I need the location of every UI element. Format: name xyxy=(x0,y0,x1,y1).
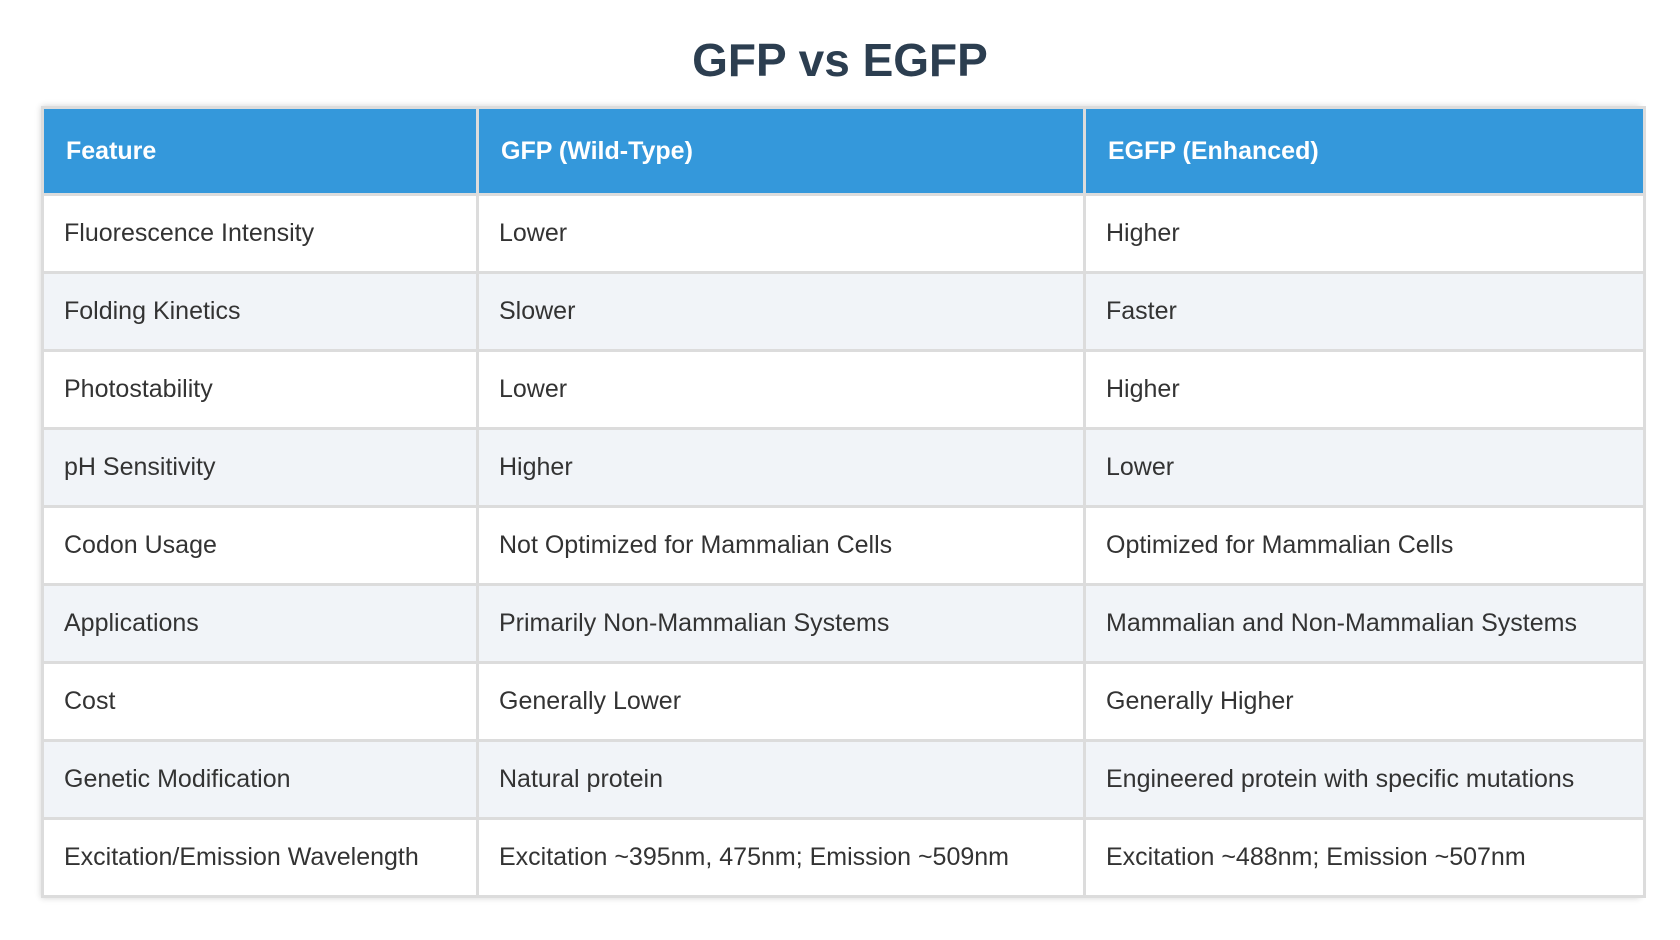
egfp-cell: Engineered protein with specific mutatio… xyxy=(1086,742,1643,817)
gfp-cell: Excitation ~395nm, 475nm; Emission ~509n… xyxy=(479,820,1083,895)
gfp-cell: Lower xyxy=(479,352,1083,427)
table-row: Codon Usage Not Optimized for Mammalian … xyxy=(44,508,1643,583)
table-row: Genetic Modification Natural protein Eng… xyxy=(44,742,1643,817)
table-row: Fluorescence Intensity Lower Higher xyxy=(44,196,1643,271)
feature-cell: Excitation/Emission Wavelength xyxy=(44,820,476,895)
feature-cell: Applications xyxy=(44,586,476,661)
header-cell-egfp: EGFP (Enhanced) xyxy=(1086,109,1643,193)
table-row: Cost Generally Lower Generally Higher xyxy=(44,664,1643,739)
table-row: Photostability Lower Higher xyxy=(44,352,1643,427)
gfp-cell: Not Optimized for Mammalian Cells xyxy=(479,508,1083,583)
table-row: pH Sensitivity Higher Lower xyxy=(44,430,1643,505)
feature-cell: Folding Kinetics xyxy=(44,274,476,349)
gfp-cell: Slower xyxy=(479,274,1083,349)
feature-cell: Fluorescence Intensity xyxy=(44,196,476,271)
gfp-cell: Lower xyxy=(479,196,1083,271)
table-row: Applications Primarily Non-Mammalian Sys… xyxy=(44,586,1643,661)
table-row: Excitation/Emission Wavelength Excitatio… xyxy=(44,820,1643,895)
page-title: GFP vs EGFP xyxy=(692,34,988,86)
feature-cell: Cost xyxy=(44,664,476,739)
egfp-cell: Mammalian and Non-Mammalian Systems xyxy=(1086,586,1643,661)
table-row: Folding Kinetics Slower Faster xyxy=(44,274,1643,349)
comparison-table-container: Feature GFP (Wild-Type) EGFP (Enhanced) … xyxy=(41,106,1646,898)
egfp-cell: Optimized for Mammalian Cells xyxy=(1086,508,1643,583)
table-header: Feature GFP (Wild-Type) EGFP (Enhanced) xyxy=(44,109,1643,193)
feature-cell: Codon Usage xyxy=(44,508,476,583)
gfp-cell: Generally Lower xyxy=(479,664,1083,739)
header-cell-gfp: GFP (Wild-Type) xyxy=(479,109,1083,193)
feature-cell: Photostability xyxy=(44,352,476,427)
comparison-table: Feature GFP (Wild-Type) EGFP (Enhanced) … xyxy=(41,106,1646,898)
egfp-cell: Generally Higher xyxy=(1086,664,1643,739)
gfp-cell: Primarily Non-Mammalian Systems xyxy=(479,586,1083,661)
egfp-cell: Excitation ~488nm; Emission ~507nm xyxy=(1086,820,1643,895)
feature-cell: Genetic Modification xyxy=(44,742,476,817)
header-row: Feature GFP (Wild-Type) EGFP (Enhanced) xyxy=(44,109,1643,193)
feature-cell: pH Sensitivity xyxy=(44,430,476,505)
egfp-cell: Higher xyxy=(1086,196,1643,271)
table-body: Fluorescence Intensity Lower Higher Fold… xyxy=(44,196,1643,895)
gfp-cell: Natural protein xyxy=(479,742,1083,817)
egfp-cell: Faster xyxy=(1086,274,1643,349)
gfp-cell: Higher xyxy=(479,430,1083,505)
egfp-cell: Lower xyxy=(1086,430,1643,505)
header-cell-feature: Feature xyxy=(44,109,476,193)
egfp-cell: Higher xyxy=(1086,352,1643,427)
